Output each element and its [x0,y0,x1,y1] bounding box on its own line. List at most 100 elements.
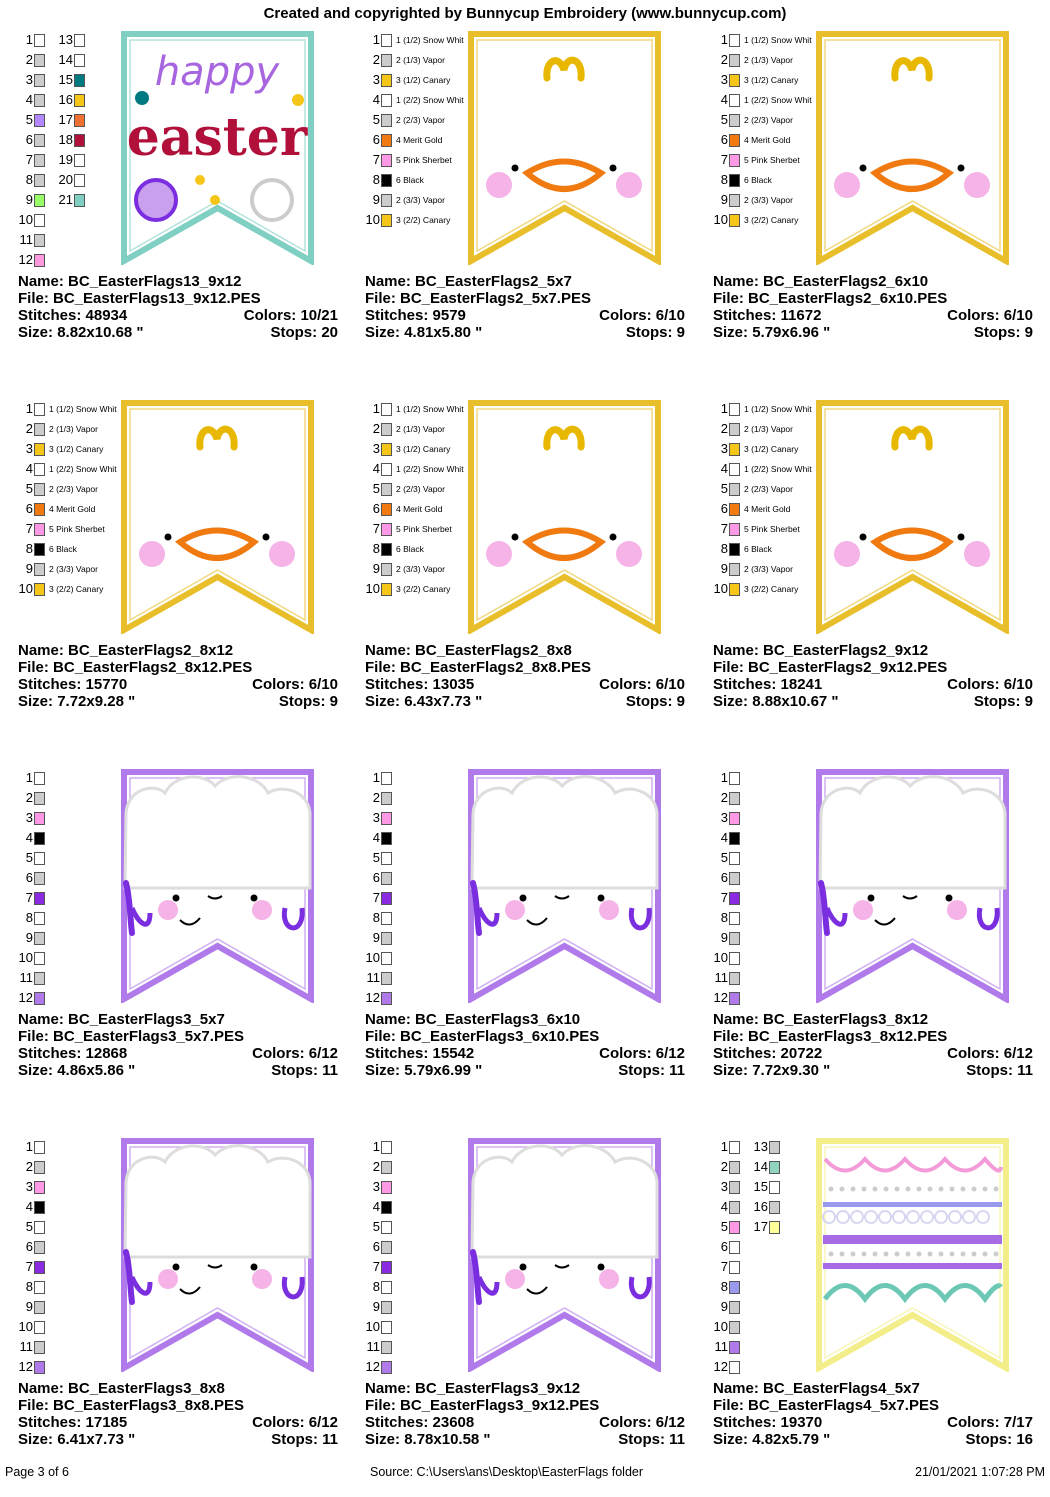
swatch-number: 4 [372,461,380,476]
swatch-color-box [729,871,740,885]
design-info: Name: BC_EasterFlags3_8x12 File: BC_East… [713,1011,1033,1079]
stripe-purple [823,1235,1002,1244]
design-file: File: BC_EasterFlags2_8x8.PES [365,659,591,676]
color-swatch: 7 5 Pink Sherbet [700,519,800,539]
swatch-number: 7 [372,152,380,167]
swatch-color-box [34,971,45,985]
stripe-dot [982,1186,988,1192]
stripe-blue [823,1202,1002,1207]
design-file: File: BC_EasterFlags2_6x10.PES [713,290,948,307]
chick-tuft [891,425,933,451]
flag-inner-outline [824,39,1001,253]
color-swatch: 19 [45,150,85,170]
design-stops: Stops: 11 [618,1062,685,1079]
stripe-dot [850,1251,856,1257]
color-swatch: 11 [700,1337,740,1357]
design-colors: Colors: 6/12 [252,1045,338,1062]
swatch-label: 1 (1/2) Snow Whit [396,35,464,45]
lamb-ear-right [281,907,305,931]
swatch-color-box [381,1280,392,1294]
swatch-color-box [729,422,740,436]
swatch-color-box [381,93,392,107]
swatch-label: 6 Black [396,544,424,554]
flag-outline [816,400,1009,634]
swatch-number: 11 [19,232,34,247]
swatch-number: 9 [720,930,728,945]
color-swatch: 5 2 (2/3) Vapor [700,110,793,130]
swatch-number: 1 [25,770,33,785]
design-size: Size: 6.43x7.73 " [365,693,483,710]
color-swatch: 16 [45,90,85,110]
swatch-number: 10 [18,1319,33,1334]
swatch-number: 2 [372,1159,380,1174]
swatch-color-box [729,133,740,147]
swatch-label: 3 (2/2) Canary [49,584,104,594]
flag-inner-outline [129,408,306,622]
lamb-eye-left [172,1263,180,1271]
flag-inner-outline [129,777,306,991]
design-file: File: BC_EasterFlags3_5x7.PES [18,1028,244,1045]
footer-page: Page 3 of 6 [5,1465,69,1479]
swatch-number: 7 [25,1259,33,1274]
lamb-cheek-right [599,900,619,920]
design-size: Size: 4.86x5.86 " [18,1062,136,1079]
swatch-color-box [34,73,45,87]
swatch-label: 1 (2/2) Snow Whit [744,95,812,105]
design-colors: Colors: 6/10 [947,676,1033,693]
swatch-number: 7 [25,521,33,536]
swatch-label: 1 (1/2) Snow Whit [744,404,812,414]
color-swatch: 8 6 Black [700,539,772,559]
stripe-dot [916,1251,922,1257]
stripe-dot [982,1251,988,1257]
swatch-label: 2 (3/3) Vapor [396,564,445,574]
design-colors: Colors: 6/10 [599,676,685,693]
color-swatch: 3 3 (1/2) Canary [352,70,451,90]
swatch-number: 7 [720,890,728,905]
lamb-eye-right [945,894,953,902]
swatch-color-box [769,1200,780,1214]
stripe-dot [861,1251,867,1257]
swatch-color-box [34,1360,45,1374]
lamb-cheek-right [947,900,967,920]
color-swatch: 12 [700,1357,740,1377]
chick-beak [521,158,607,192]
swatch-color-box [381,133,392,147]
swatch-color-box [381,462,392,476]
design-info: Name: BC_EasterFlags3_6x10 File: BC_East… [365,1011,685,1079]
swatch-label: 2 (1/3) Vapor [396,424,445,434]
swatch-color-box [34,582,45,596]
swatch-label: 6 Black [744,175,772,185]
color-swatch: 12 [5,250,45,270]
color-swatch: 6 [5,130,45,150]
color-swatch: 12 [352,988,392,1008]
swatch-color-box [729,1140,740,1154]
swatch-color-box [381,1200,392,1214]
design-card: 1 1 (1/2) Snow Whit 2 2 (1/3) Vapor 3 3 (1/2)… [5,399,345,759]
color-swatch: 11 [5,1337,45,1357]
design-size: Size: 5.79x6.99 " [365,1062,483,1079]
swatch-color-box [729,582,740,596]
swatch-number: 10 [713,212,728,227]
chick-beak [174,527,260,561]
color-swatch: 2 [700,788,740,808]
swatch-number: 1 [720,32,728,47]
color-swatch: 5 [700,1217,740,1237]
footer-datetime: 21/01/2021 1:07:28 PM [915,1465,1045,1479]
stripe-dot [960,1186,966,1192]
color-swatch: 5 2 (2/3) Vapor [352,479,445,499]
design-name: Name: BC_EasterFlags2_5x7 [365,273,572,290]
swatch-number: 3 [372,441,380,456]
swatch-color-box [34,462,45,476]
stripe-dot [905,1186,911,1192]
design-stops: Stops: 9 [973,324,1033,341]
stripe-dot [839,1186,845,1192]
swatch-color-box [34,93,45,107]
design-info: Name: BC_EasterFlags3_5x7 File: BC_Easte… [18,1011,338,1079]
swatch-color-box [34,213,45,227]
swatch-number: 10 [365,950,380,965]
swatch-color-box [34,153,45,167]
swatch-color-box [381,582,392,596]
stripe-dot [872,1186,878,1192]
lamb-ear-left [470,1249,482,1305]
swatch-label: 3 (1/2) Canary [396,75,451,85]
